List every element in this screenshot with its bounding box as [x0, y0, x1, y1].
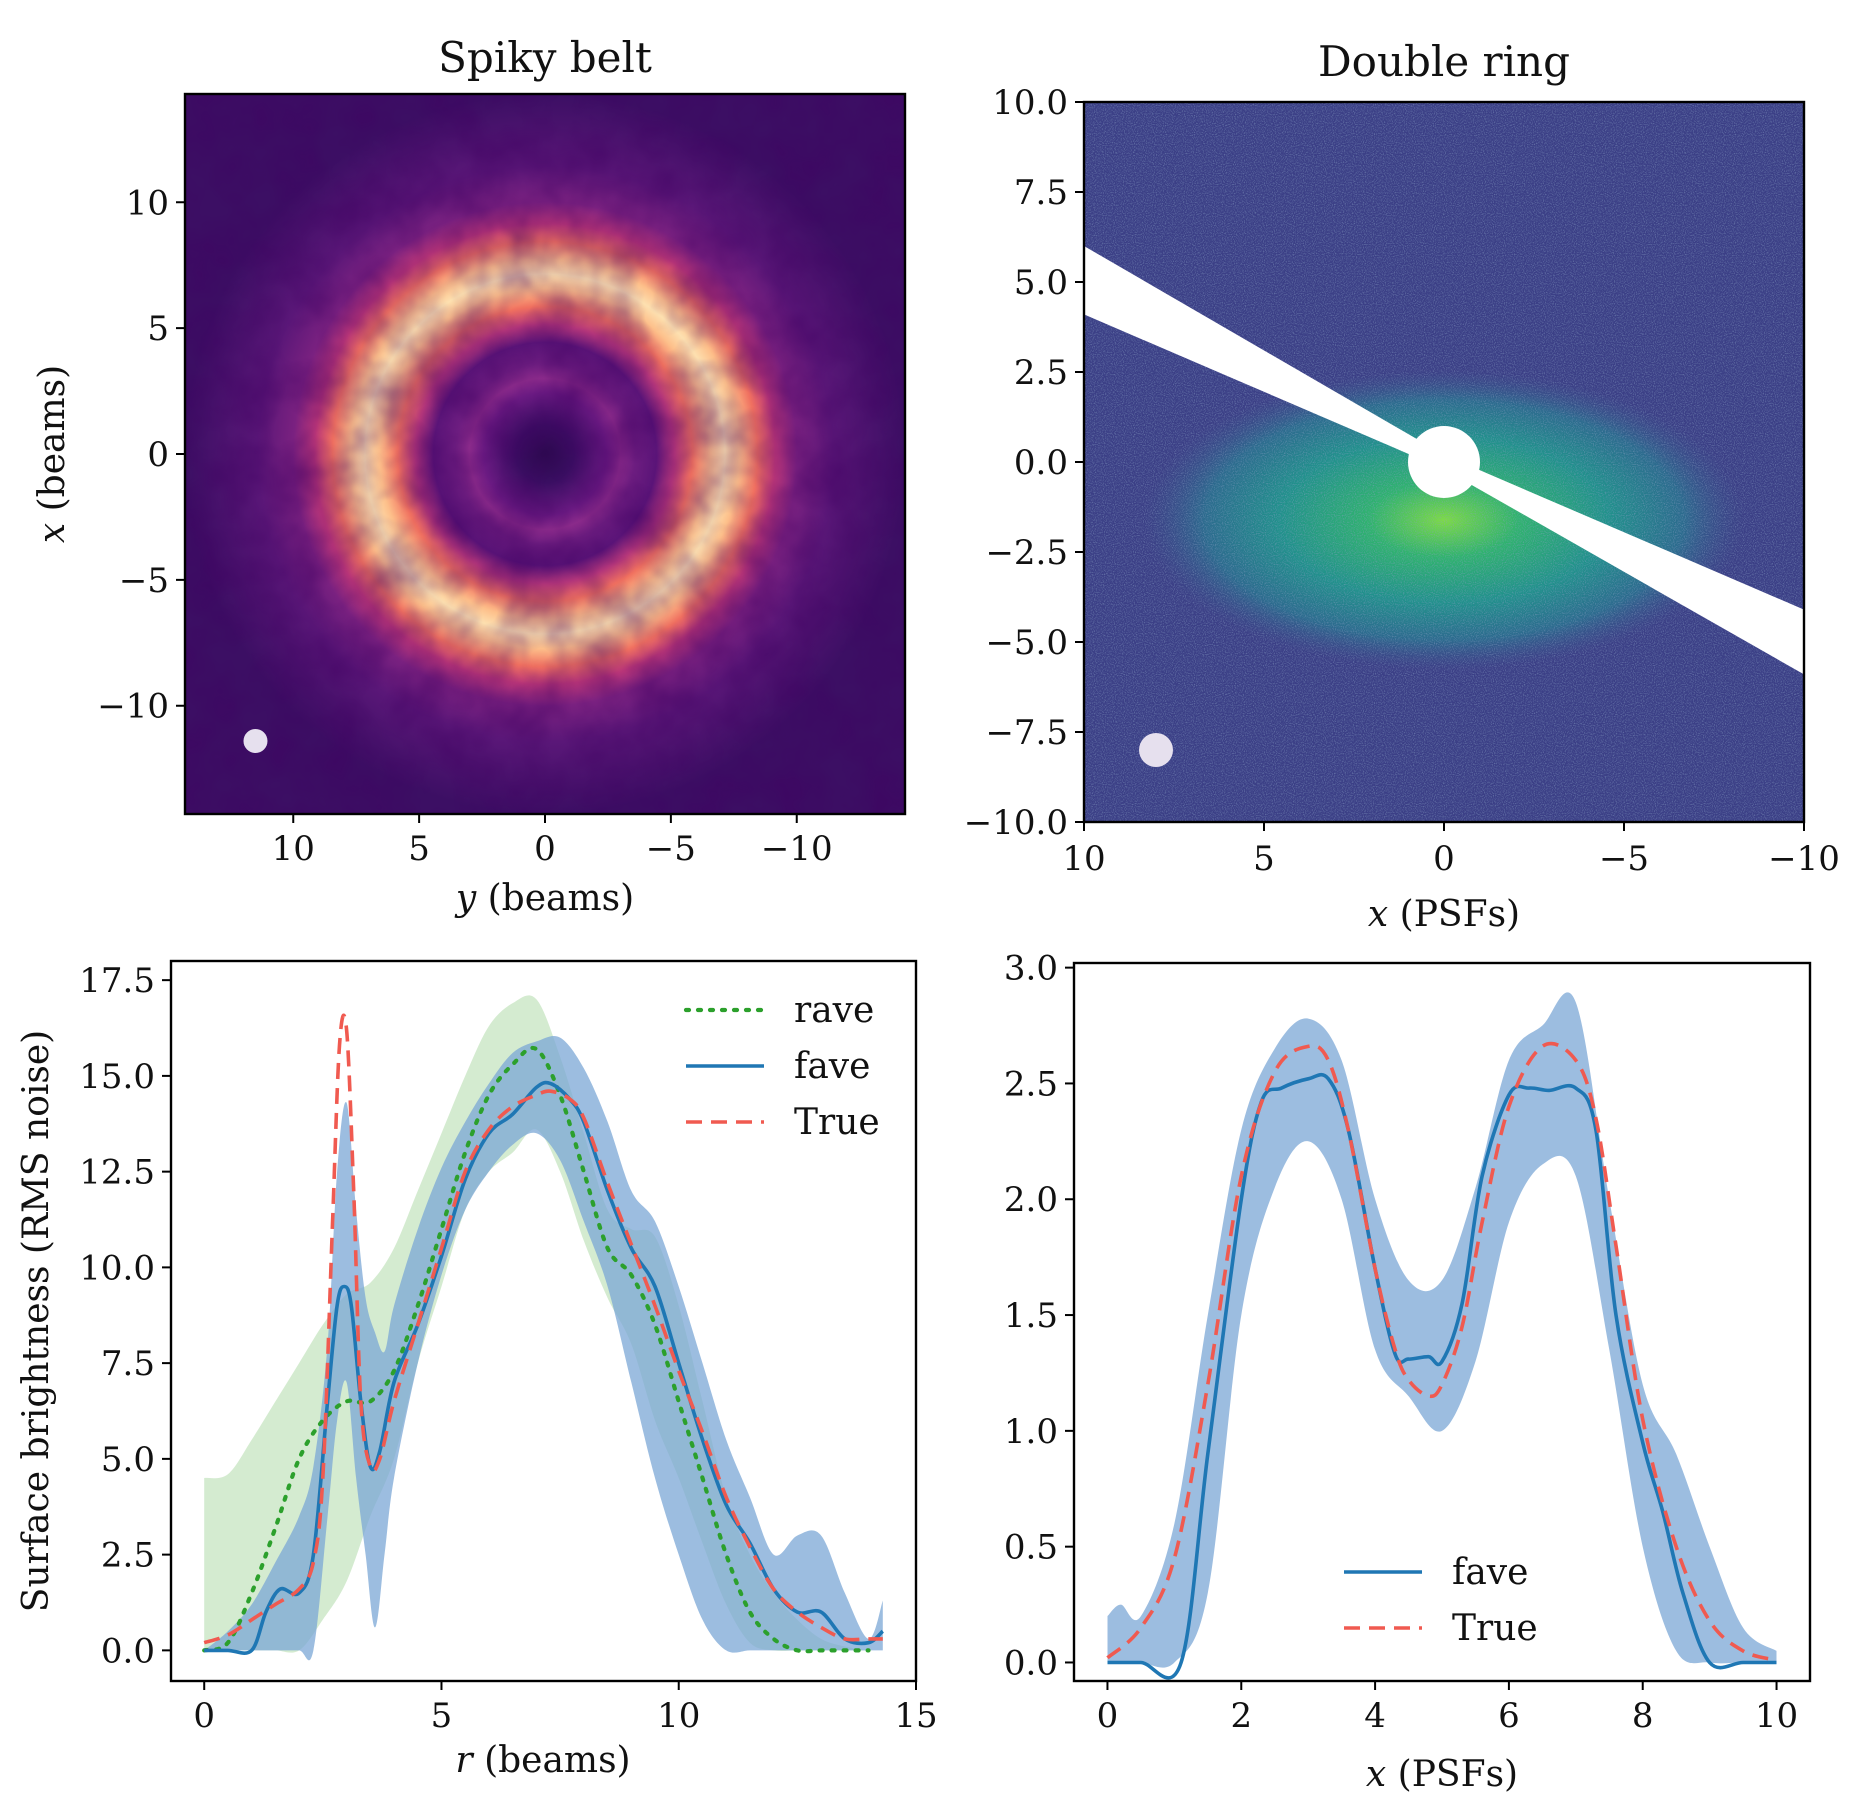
true-legend-label: True	[1452, 1608, 1538, 1649]
fave-uncertainty-band	[204, 1035, 883, 1661]
y-tick-label: 2.5	[1014, 353, 1068, 393]
y-tick-label: 2.0	[1004, 1180, 1058, 1220]
y-tick-label: −5	[119, 561, 169, 601]
double-ring-profile-axes-frame	[1072, 961, 1812, 1683]
spiky-belt-profile-ylabel: Surface brightness (RMS noise)	[16, 1030, 57, 1612]
y-tick-label: 10.0	[992, 83, 1068, 123]
y-tick-label: 17.5	[79, 961, 155, 1001]
double-ring-profile-plot	[1106, 992, 1778, 1680]
true-legend-label: True	[794, 1102, 880, 1143]
spiky-belt-ylabel: x (beams)	[32, 365, 73, 543]
y-tick-label: 12.5	[79, 1153, 155, 1193]
double-ring-profile-xlabel: x (PSFs)	[1366, 1754, 1518, 1795]
x-tick-label: 10	[1755, 1696, 1798, 1736]
x-tick-label: 10	[272, 829, 315, 869]
double-ring-profile-legend: fave True	[1344, 1552, 1538, 1649]
y-tick-label: 10	[126, 183, 169, 223]
x-tick-label: −5	[646, 829, 696, 869]
spiky-belt-profile-legend: rave fave True	[683, 990, 880, 1143]
coronagraph-mask	[1408, 426, 1480, 498]
double-ring-profile-ticks: 0 2 4 6 8 10 0.0 0.5 1.0 1.5 2.0 2.5 3.0	[1004, 949, 1798, 1736]
spiky-belt-heatmap	[185, 94, 905, 814]
x-tick-label: −10	[1768, 839, 1840, 879]
y-tick-label: 2.5	[101, 1536, 155, 1576]
fave-legend-label: fave	[794, 1046, 870, 1087]
y-tick-label: 2.5	[1004, 1064, 1058, 1104]
x-tick-label: 4	[1364, 1696, 1386, 1736]
y-tick-label: 10.0	[79, 1248, 155, 1288]
spiky-belt-profile-axes-frame	[169, 959, 918, 1683]
double-ring-panel: Double ring 10 5 0 −5 −10 10.0 7.5 5.0 2.5 0.0 −2.…	[964, 37, 1840, 935]
beam-marker	[243, 728, 268, 753]
x-tick-label: 0	[1433, 839, 1455, 879]
true-line	[1106, 1041, 1778, 1662]
double-ring-heatmap	[1084, 102, 1804, 822]
y-tick-label: 0.0	[1014, 443, 1068, 483]
y-tick-label: −7.5	[985, 713, 1068, 753]
x-tick-label: 5	[408, 829, 430, 869]
spiky-belt-profile-ticks: 0 5 10 15 0.0 2.5 5.0 7.5 10.0 12.5 15.0 17.5	[79, 961, 937, 1736]
y-tick-label: 0.0	[1004, 1643, 1058, 1683]
spiky-belt-profile-xlabel: r (beams)	[455, 1740, 630, 1781]
spiky-belt-profile-panel: 0 5 10 15 0.0 2.5 5.0 7.5 10.0 12.5 15.0 17.5 rave f…	[16, 959, 938, 1781]
x-tick-label: 2	[1230, 1696, 1252, 1736]
y-tick-label: −5.0	[985, 623, 1068, 663]
fave-legend-label: fave	[1452, 1552, 1528, 1593]
x-tick-label: 15	[894, 1696, 937, 1736]
fave-uncertainty-band	[1107, 992, 1777, 1668]
x-tick-label: 10	[657, 1696, 700, 1736]
x-tick-label: 5	[1253, 839, 1275, 879]
spiky-belt-title: Spiky belt	[438, 33, 652, 82]
y-tick-label: 5.0	[1014, 263, 1068, 303]
x-tick-label: −10	[761, 829, 833, 869]
double-ring-ticks: 10 5 0 −5 −10 10.0 7.5 5.0 2.5 0.0 −2.5 −5.0 −7.5 −10…	[964, 83, 1840, 879]
x-tick-label: 0	[193, 1696, 215, 1736]
beam-marker	[1139, 733, 1173, 767]
y-tick-label: 7.5	[101, 1344, 155, 1384]
y-tick-label: 5	[147, 309, 169, 349]
y-tick-label: 0.5	[1004, 1528, 1058, 1568]
double-ring-profile-panel: 0 2 4 6 8 10 0.0 0.5 1.0 1.5 2.0 2.5 3.0 fave True x …	[1004, 949, 1812, 1795]
x-tick-label: 0	[1097, 1696, 1119, 1736]
spiky-belt-xlabel: y (beams)	[454, 878, 634, 919]
rave-line	[202, 1045, 871, 1654]
y-tick-label: 7.5	[1014, 173, 1068, 213]
fave-line	[1107, 1072, 1777, 1680]
y-tick-label: 1.5	[1004, 1296, 1058, 1336]
x-tick-label: 5	[431, 1696, 453, 1736]
x-tick-label: −5	[1599, 839, 1649, 879]
rave-legend-label: rave	[794, 990, 874, 1031]
spiky-belt-ticks: 10 5 0 −5 −10 10 5 0 −5 −10	[97, 183, 832, 869]
y-tick-label: 0.0	[101, 1631, 155, 1671]
y-tick-label: 15.0	[79, 1057, 155, 1097]
x-tick-label: 6	[1498, 1696, 1520, 1736]
y-tick-label: 0	[147, 435, 169, 475]
y-tick-label: 5.0	[101, 1440, 155, 1480]
y-tick-label: −10	[97, 687, 169, 727]
double-ring-xlabel: x (PSFs)	[1368, 894, 1520, 935]
y-tick-label: −10.0	[964, 803, 1068, 843]
x-tick-label: 0	[534, 829, 556, 869]
y-tick-label: 1.0	[1004, 1412, 1058, 1452]
y-tick-label: 3.0	[1004, 949, 1058, 989]
x-tick-label: 8	[1632, 1696, 1654, 1736]
x-tick-label: 10	[1062, 839, 1105, 879]
true-line	[203, 1013, 883, 1645]
double-ring-title: Double ring	[1318, 37, 1570, 86]
y-tick-label: −2.5	[985, 533, 1068, 573]
spiky-belt-profile-plot	[202, 995, 885, 1661]
